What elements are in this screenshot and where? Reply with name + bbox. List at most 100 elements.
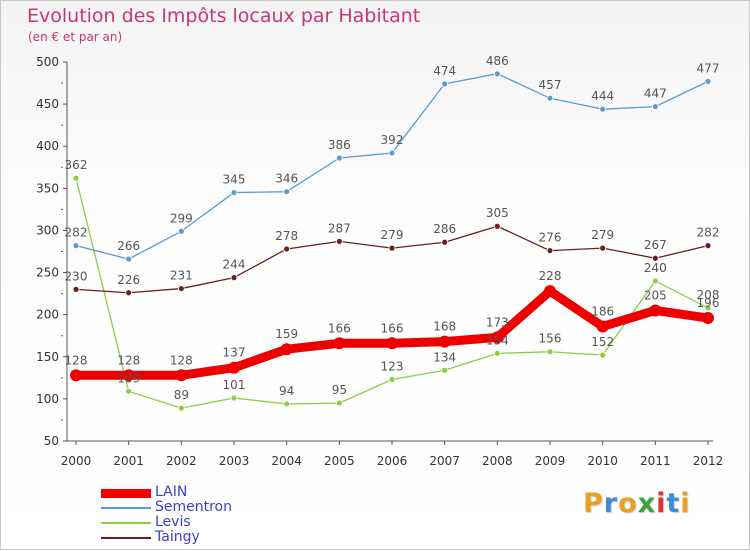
data-label-levis: 101 [223,378,246,392]
data-label-lain: 173 [486,315,509,329]
x-tick-label: 2007 [429,454,460,468]
data-point-levis [651,277,659,285]
data-point-sementron [177,227,185,235]
legend-item-taingy: Taingy [101,529,301,545]
data-point-levis [599,351,607,359]
data-point-sementron [493,70,501,78]
data-label-levis: 109 [117,371,140,385]
data-point-sementron [599,105,607,113]
data-label-lain: 186 [591,304,614,318]
legend-swatch [101,522,151,524]
data-label-levis: 134 [433,350,456,364]
x-tick-label: 2012 [693,454,724,468]
data-point-lain [649,304,662,317]
data-label-taingy: 267 [644,238,667,252]
logo-letter: t [666,488,681,519]
data-point-lain [702,312,714,325]
x-tick-label: 2009 [535,454,566,468]
data-label-sementron: 486 [486,54,509,68]
data-point-levis [546,348,554,356]
legend-item-sementron: Sementron [101,499,301,515]
data-label-sementron: 345 [223,173,246,187]
legend-label: Sementron [155,499,232,515]
data-label-taingy: 244 [223,258,246,272]
legend-item-levis: Levis [101,514,301,530]
legend-swatch [101,489,151,498]
logo-letter: o [618,488,638,519]
data-label-sementron: 477 [697,61,720,75]
data-point-sementron [230,189,238,196]
y-tick-label: 200 [36,308,59,322]
data-label-sementron: 474 [433,64,456,78]
y-tick-label: 300 [36,223,59,237]
logo-letter: P [583,488,604,519]
data-label-taingy: 279 [381,228,404,242]
x-tick-label: 2011 [640,454,671,468]
data-point-taingy [335,237,343,245]
data-point-levis [283,400,291,408]
data-label-taingy: 305 [486,206,509,220]
data-point-lain [228,361,240,374]
data-point-levis [493,350,501,357]
y-tick-label: 350 [36,181,59,195]
data-label-levis: 152 [591,335,614,349]
y-tick-label: 50 [44,434,59,448]
x-tick-label: 2008 [482,454,513,468]
data-point-sementron [388,149,396,157]
data-point-lain [386,337,398,350]
legend-swatch [101,537,151,539]
data-point-taingy [704,242,712,250]
data-label-levis: 95 [332,383,347,397]
data-point-sementron [283,188,291,196]
data-label-taingy: 286 [433,222,456,236]
data-point-lain [491,331,504,344]
data-point-taingy [546,247,554,255]
data-label-lain: 228 [539,269,562,283]
x-tick-label: 2002 [166,454,197,468]
x-tick-label: 2010 [587,454,618,468]
y-tick-label: 400 [36,139,59,153]
data-point-taingy [493,222,501,230]
data-label-sementron: 447 [644,87,667,101]
data-point-taingy [388,244,396,252]
data-label-lain: 128 [170,353,193,367]
data-point-lain [70,369,82,382]
series-taingy [72,222,712,297]
chart-title: Evolution des Impôts locaux par Habitant [27,5,421,27]
series-sementron [72,70,712,263]
data-point-taingy [283,245,291,253]
data-label-taingy: 278 [275,229,298,243]
x-tick-label: 2000 [61,454,92,468]
data-point-levis [230,394,238,402]
y-tick-label: 500 [36,55,59,69]
legend-label: LAIN [155,484,188,500]
data-label-lain: 137 [223,346,246,360]
data-point-taingy [125,289,133,297]
data-label-levis: 362 [65,158,88,172]
y-tick-label: 450 [36,97,59,111]
data-label-taingy: 287 [328,221,351,235]
data-point-lain [333,337,346,350]
data-point-lain [438,335,451,348]
data-point-taingy [72,285,80,293]
series-levis [72,174,712,412]
data-label-levis: 156 [539,332,562,346]
y-tick-label: 150 [36,350,59,364]
x-tick-label: 2005 [324,454,355,468]
data-label-taingy: 226 [117,273,140,287]
data-point-levis [177,404,185,412]
data-point-sementron [441,80,449,88]
data-point-taingy [651,254,659,262]
legend-label: Levis [155,514,191,530]
data-point-taingy [599,244,607,252]
data-point-levis [125,387,133,395]
logo-letter: i [680,488,691,519]
logo-letter: i [656,488,667,519]
data-label-levis: 240 [644,261,667,275]
data-label-sementron: 392 [381,133,404,147]
data-label-sementron: 299 [170,211,193,225]
x-tick-label: 2006 [377,454,408,468]
legend-label: Taingy [155,529,200,545]
